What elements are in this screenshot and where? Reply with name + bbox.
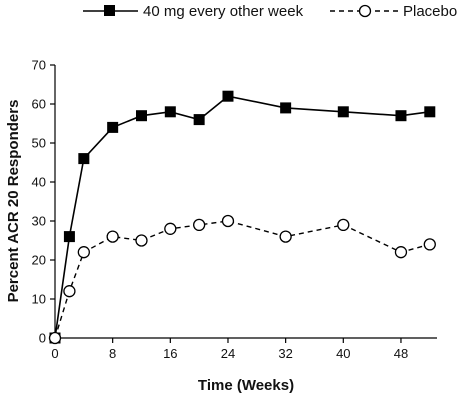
y-ticks: 0 10 20 30 40 50 60 70	[32, 58, 55, 346]
data-point-square	[395, 110, 406, 121]
x-ticks: 0 8 16 24 32 40 48	[51, 338, 408, 361]
data-point-circle	[136, 235, 147, 246]
y-tick-label: 40	[32, 175, 46, 190]
data-point-circle	[395, 247, 406, 258]
data-point-circle	[222, 216, 233, 227]
data-point-circle	[194, 219, 205, 230]
y-tick-label: 0	[39, 331, 46, 346]
series-placebo	[50, 216, 436, 344]
y-tick-label: 70	[32, 58, 46, 73]
data-point-square	[64, 231, 75, 242]
y-tick-label: 10	[32, 292, 46, 307]
data-point-square	[78, 153, 89, 164]
data-point-circle	[50, 333, 61, 344]
y-tick-label: 50	[32, 136, 46, 151]
data-point-square	[222, 91, 233, 102]
data-point-circle	[78, 247, 89, 258]
data-point-square	[165, 106, 176, 117]
y-tick-label: 20	[32, 253, 46, 268]
legend-marker-treatment	[104, 5, 115, 16]
x-tick-label: 0	[51, 346, 58, 361]
x-tick-label: 8	[109, 346, 116, 361]
data-point-circle	[64, 286, 75, 297]
x-axis-title: Time (Weeks)	[198, 377, 294, 394]
x-tick-label: 48	[394, 346, 408, 361]
data-point-circle	[107, 231, 118, 242]
data-point-circle	[424, 239, 435, 250]
data-point-circle	[338, 219, 349, 230]
data-point-square	[280, 102, 291, 113]
x-tick-label: 32	[278, 346, 292, 361]
legend-label-treatment: 40 mg every other week	[143, 3, 304, 20]
series-treatment	[50, 91, 436, 344]
data-point-square	[338, 106, 349, 117]
data-point-circle	[165, 223, 176, 234]
series-layer	[50, 91, 436, 344]
x-tick-label: 16	[163, 346, 177, 361]
x-tick-label: 40	[336, 346, 350, 361]
data-point-square	[107, 122, 118, 133]
y-tick-label: 60	[32, 97, 46, 112]
x-tick-label: 24	[221, 346, 235, 361]
y-axis-title: Percent ACR 20 Responders	[5, 100, 22, 303]
data-point-circle	[280, 231, 291, 242]
legend-marker-placebo	[360, 6, 371, 17]
legend-label-placebo: Placebo	[403, 3, 457, 20]
data-point-square	[424, 106, 435, 117]
data-point-square	[136, 110, 147, 121]
y-tick-label: 30	[32, 214, 46, 229]
legend: 40 mg every other week Placebo	[83, 3, 457, 20]
data-point-square	[194, 114, 205, 125]
axes: 0 10 20 30 40 50 60 70 0 8 16 24 32 40 48	[32, 58, 437, 362]
